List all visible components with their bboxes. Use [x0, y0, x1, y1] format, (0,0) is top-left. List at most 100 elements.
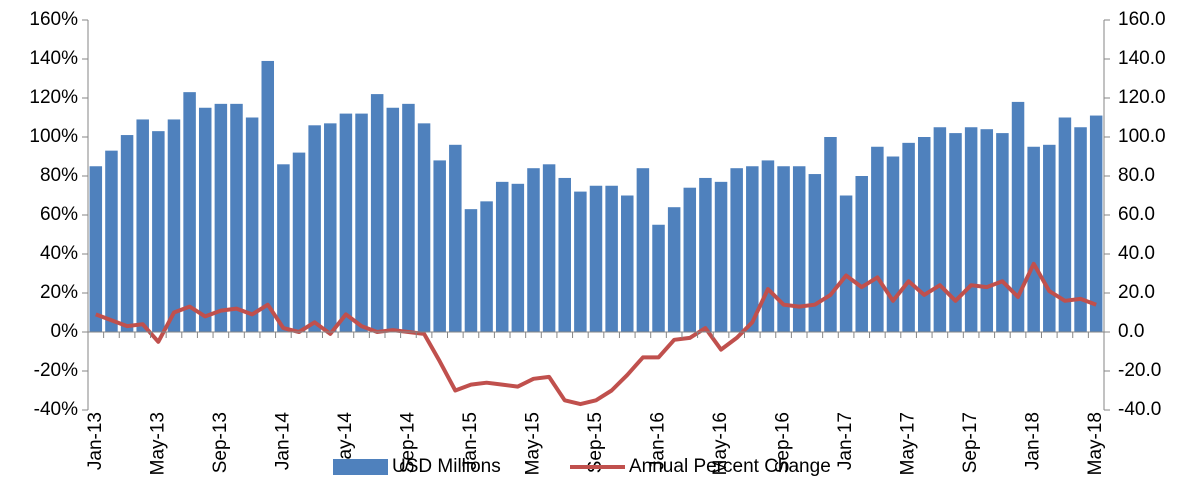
bar: [230, 103, 243, 332]
bar: [605, 185, 618, 332]
bar: [683, 187, 697, 332]
bar: [1058, 117, 1072, 332]
y2-tick-label: 140.0: [1118, 48, 1166, 69]
bar: [824, 137, 837, 332]
x-tick-label: Jan-16: [648, 412, 669, 470]
bar: [949, 133, 962, 332]
bar: [402, 103, 415, 332]
bar: [433, 160, 446, 332]
bar: [777, 166, 790, 332]
y-tick-label: 140%: [29, 48, 78, 69]
y-tick-label: 0%: [51, 321, 79, 342]
y-tick-label: 100%: [29, 126, 78, 147]
bar: [495, 181, 509, 332]
legend-label: USD Millions: [392, 456, 501, 477]
bar: [120, 135, 134, 332]
bar: [730, 168, 743, 332]
bar: [1089, 115, 1103, 332]
bar: [871, 146, 884, 332]
bar: [89, 166, 103, 332]
x-tick-label: Jan-18: [1023, 412, 1044, 470]
bar: [636, 168, 650, 332]
x-tick-label: Sep-15: [585, 412, 606, 473]
bar: [621, 195, 634, 332]
x-tick-label: May-13: [147, 412, 168, 475]
bar: [527, 168, 540, 332]
bar: [292, 152, 306, 332]
y2-tick-label: -40.0: [1118, 399, 1161, 420]
y2-tick-label: 100.0: [1118, 126, 1166, 147]
bar: [308, 125, 321, 332]
bar: [902, 142, 915, 332]
y2-tick-label: 80.0: [1118, 165, 1155, 186]
x-tick-label: Sep-16: [773, 412, 794, 473]
bar: [839, 195, 853, 332]
bar: [511, 183, 525, 332]
bar: [167, 119, 181, 332]
bar: [386, 107, 400, 332]
bar: [1043, 144, 1056, 332]
bar: [339, 113, 353, 332]
x-tick-label: Jan-15: [460, 412, 481, 470]
y-tick-label: 160%: [29, 9, 78, 30]
bar: [245, 117, 259, 332]
y2-tick-label: 40.0: [1118, 243, 1155, 264]
bar: [1074, 127, 1087, 332]
bar: [449, 144, 462, 332]
y-tick-label: -40%: [34, 399, 78, 420]
bar: [558, 177, 571, 332]
bar: [370, 94, 384, 332]
y-tick-label: 80%: [40, 165, 78, 186]
bar: [277, 164, 290, 332]
bar: [417, 123, 431, 332]
y2-tick-label: 160.0: [1118, 9, 1166, 30]
y2-tick-label: 20.0: [1118, 282, 1155, 303]
bar: [355, 113, 368, 332]
bar: [886, 156, 900, 332]
bar: [198, 107, 212, 332]
x-tick-label: May-15: [522, 412, 543, 475]
x-tick-label: Jan-17: [835, 412, 856, 470]
bar: [136, 119, 149, 332]
bar: [699, 177, 712, 332]
bar: [652, 224, 665, 332]
x-tick-label: May-18: [1085, 412, 1106, 475]
bar: [917, 137, 931, 332]
bar: [746, 166, 759, 332]
y-tick-label: 20%: [40, 282, 78, 303]
x-tick-label: May-16: [710, 412, 731, 475]
x-tick-label: Sep-13: [210, 412, 231, 473]
bar: [964, 127, 978, 332]
y-tick-label: 40%: [40, 243, 78, 264]
bar: [261, 60, 275, 332]
bar: [996, 133, 1009, 332]
bar: [480, 201, 493, 332]
y2-tick-label: 0.0: [1118, 321, 1144, 342]
legend-swatch: [333, 459, 388, 475]
x-tick-label: Jan-14: [272, 412, 293, 471]
bar: [933, 127, 947, 332]
bar: [214, 103, 228, 332]
x-tick-label: Jan-13: [85, 412, 106, 470]
line: [95, 261, 1097, 407]
y-tick-label: 120%: [29, 87, 78, 108]
bar: [542, 164, 556, 332]
bar: [1027, 146, 1040, 332]
bar: [324, 123, 337, 332]
bar: [574, 191, 587, 332]
bar: [667, 207, 681, 332]
bar: [1011, 101, 1025, 333]
y2-tick-label: 60.0: [1118, 204, 1155, 225]
x-tick-label: Sep-17: [960, 412, 981, 473]
legend-label: Annual Percent Change: [629, 456, 831, 477]
x-tick-label: Sep-14: [397, 412, 418, 474]
y-tick-label: -20%: [34, 360, 78, 381]
bar: [792, 166, 806, 332]
bar: [105, 150, 118, 332]
bar: [980, 129, 994, 332]
bar: [464, 209, 478, 332]
bar: [761, 160, 775, 332]
y2-tick-label: -20.0: [1118, 360, 1161, 381]
bar: [183, 92, 196, 333]
